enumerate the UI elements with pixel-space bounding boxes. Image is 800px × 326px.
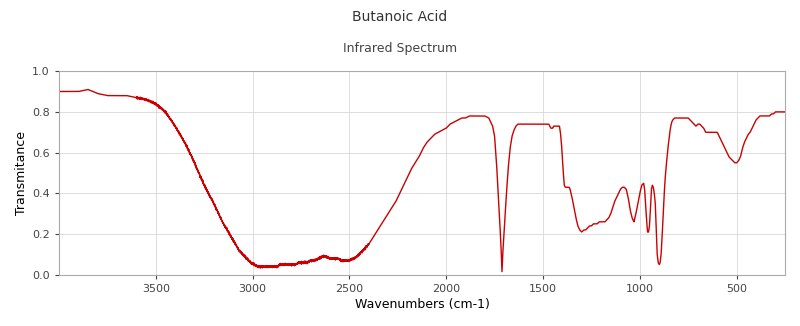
Y-axis label: Transmitance: Transmitance: [15, 131, 28, 215]
X-axis label: Wavenumbers (cm-1): Wavenumbers (cm-1): [354, 298, 490, 311]
Text: Butanoic Acid: Butanoic Acid: [352, 10, 448, 24]
Text: Infrared Spectrum: Infrared Spectrum: [343, 42, 457, 55]
